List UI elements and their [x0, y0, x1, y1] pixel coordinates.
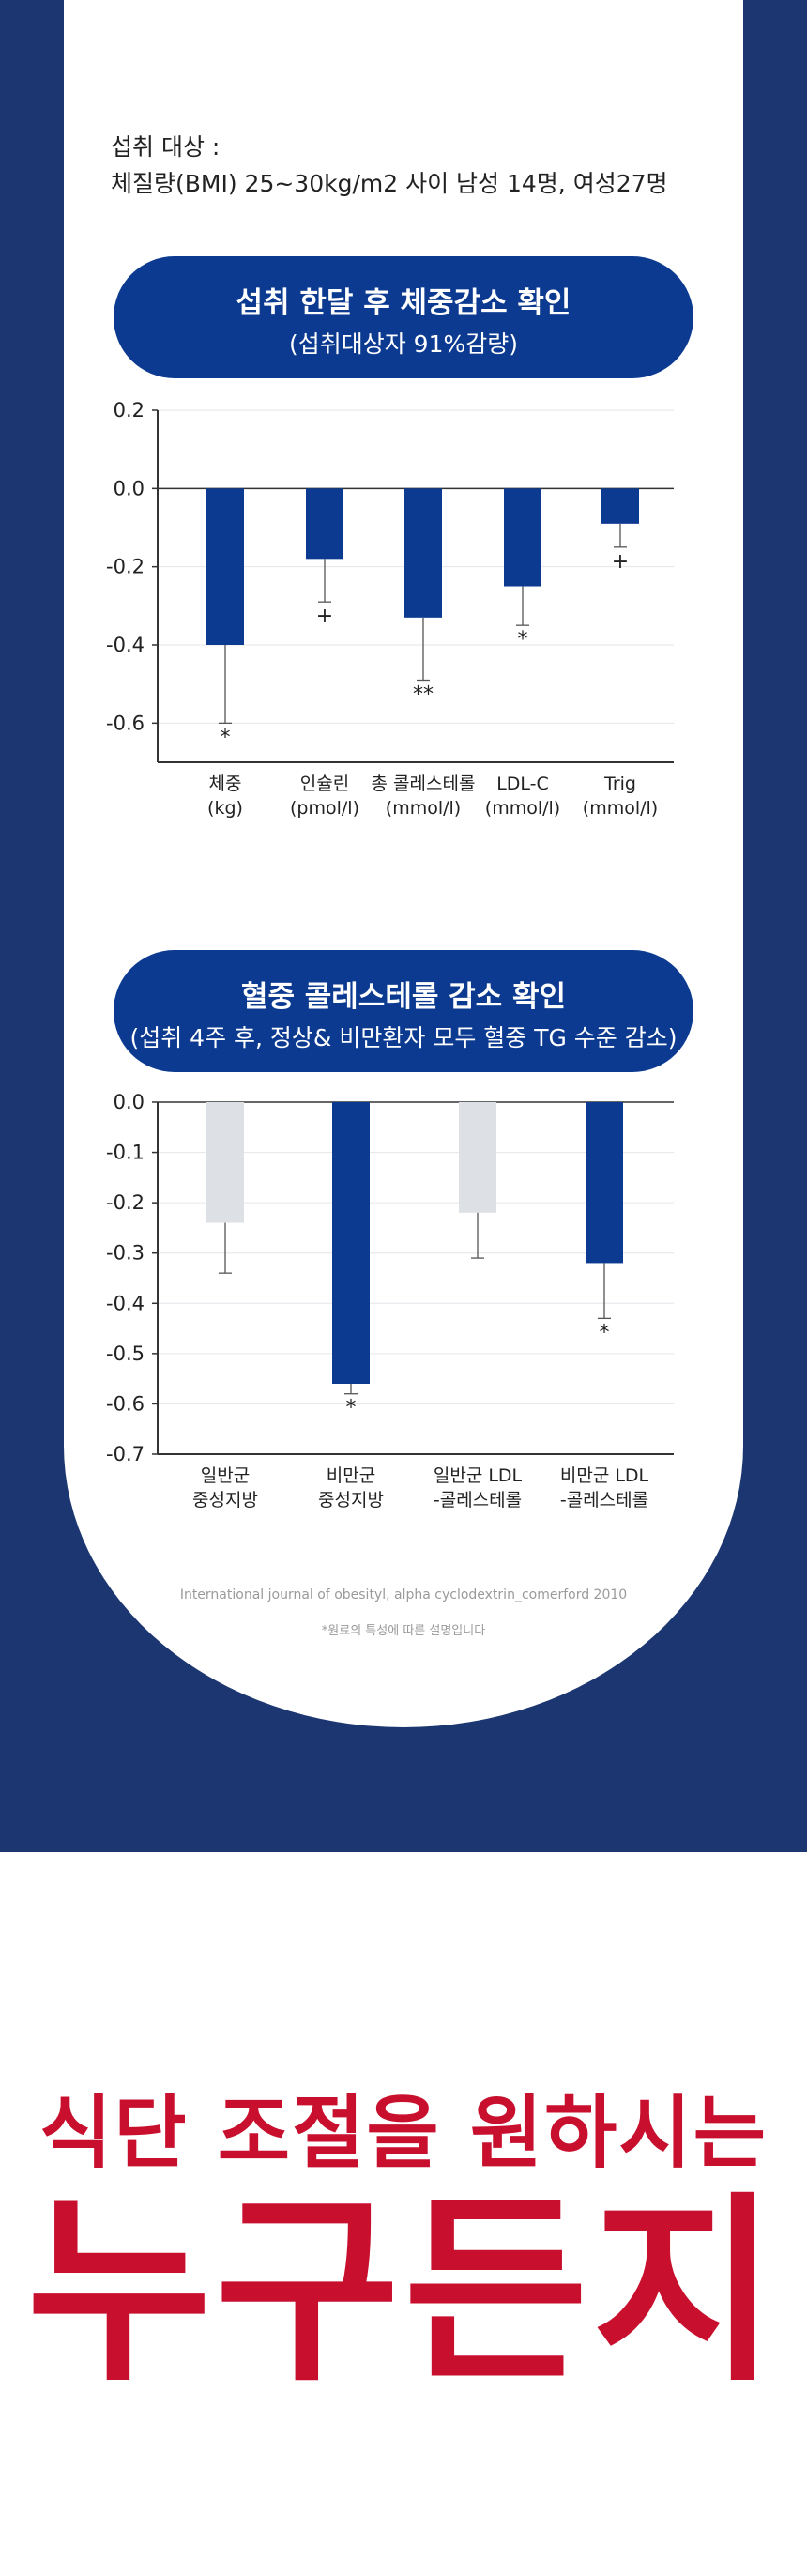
- bar: [332, 1102, 370, 1384]
- significance-marker: *: [518, 628, 528, 652]
- footnote: *원료의 특성에 따른 설명입니다: [321, 1624, 486, 1638]
- category-label: (mmol/l): [386, 798, 461, 819]
- category-label: -콜레스테롤: [560, 1490, 648, 1510]
- y-tick-label: -0.7: [106, 1443, 145, 1465]
- headline-line2: 누구든지: [26, 2175, 781, 2409]
- category-label: (mmol/l): [485, 798, 560, 819]
- y-tick-label: -0.5: [106, 1342, 145, 1365]
- category-label: (kg): [207, 798, 243, 819]
- category-label: -콜레스테롤: [434, 1490, 522, 1510]
- category-label: 중성지방: [318, 1490, 384, 1510]
- category-label: 인슐린: [300, 774, 349, 794]
- source-citation: International journal of obesityl, alpha…: [179, 1587, 628, 1602]
- significance-marker: *: [346, 1397, 357, 1420]
- section2-header: 혈중 콜레스테롤 감소 확인 (섭취 4주 후, 정상& 비만환자 모두 혈중 …: [114, 950, 693, 1072]
- significance-marker: *: [600, 1321, 610, 1344]
- bar: [404, 488, 442, 618]
- section1-header: 섭취 한달 후 체중감소 확인 (섭취대상자 91%감량): [114, 256, 693, 378]
- y-tick-label: -0.6: [106, 712, 145, 734]
- section1-subtitle: (섭취대상자 91%감량): [288, 330, 519, 358]
- category-label: 일반군 LDL: [434, 1465, 523, 1486]
- category-label: 비만군 LDL: [560, 1465, 649, 1486]
- bar: [306, 488, 343, 560]
- y-tick-label: -0.1: [106, 1142, 145, 1164]
- y-tick-label: -0.2: [106, 1191, 145, 1214]
- category-label: (pmol/l): [290, 798, 359, 819]
- significance-marker: *: [221, 726, 231, 749]
- y-tick-label: -0.2: [106, 556, 145, 578]
- category-label: 총 콜레스테롤: [372, 774, 476, 794]
- category-label: 일반군: [201, 1465, 250, 1486]
- bar: [586, 1102, 623, 1264]
- category-label: LDL-C: [496, 774, 549, 794]
- y-tick-label: 0.2: [114, 399, 145, 422]
- headline-line1: 식단 조절을 원하시는: [38, 2087, 768, 2179]
- section2-subtitle: (섭취 4주 후, 정상& 비만환자 모두 혈중 TG 수준 감소): [129, 1024, 678, 1051]
- significance-marker: +: [316, 605, 333, 628]
- category-label: 비만군: [327, 1465, 375, 1486]
- bar: [504, 488, 541, 587]
- bar: [206, 488, 244, 645]
- bar: [601, 488, 639, 524]
- section1-title: 섭취 한달 후 체중감소 확인: [236, 286, 571, 320]
- y-tick-label: -0.6: [106, 1392, 145, 1415]
- intro-label: 섭취 대상 :: [111, 133, 221, 161]
- bar: [206, 1102, 244, 1223]
- intro-subjects: 체질량(BMI) 25~30kg/m2 사이 남성 14명, 여성27명: [111, 170, 668, 197]
- y-tick-label: -0.4: [106, 634, 145, 656]
- section2-title: 혈중 콜레스테롤 감소 확인: [240, 980, 567, 1014]
- bar: [459, 1102, 496, 1213]
- weight-loss-chart: 0.2 0.0 -0.2 -0.4 -0.6 * 체중 (kg) + 인슐린 (pmol/l) ** 총…: [106, 399, 674, 819]
- category-label: (mmol/l): [583, 798, 658, 819]
- category-label: 체중: [209, 774, 242, 794]
- y-tick-label: -0.3: [106, 1242, 145, 1265]
- y-tick-label: 0.0: [114, 477, 145, 499]
- y-tick-label: -0.4: [106, 1292, 145, 1314]
- significance-marker: **: [413, 683, 434, 707]
- significance-marker: +: [612, 550, 629, 574]
- category-label: Trig: [603, 774, 636, 794]
- y-tick-label: 0.0: [114, 1091, 145, 1113]
- category-label: 중성지방: [192, 1490, 258, 1510]
